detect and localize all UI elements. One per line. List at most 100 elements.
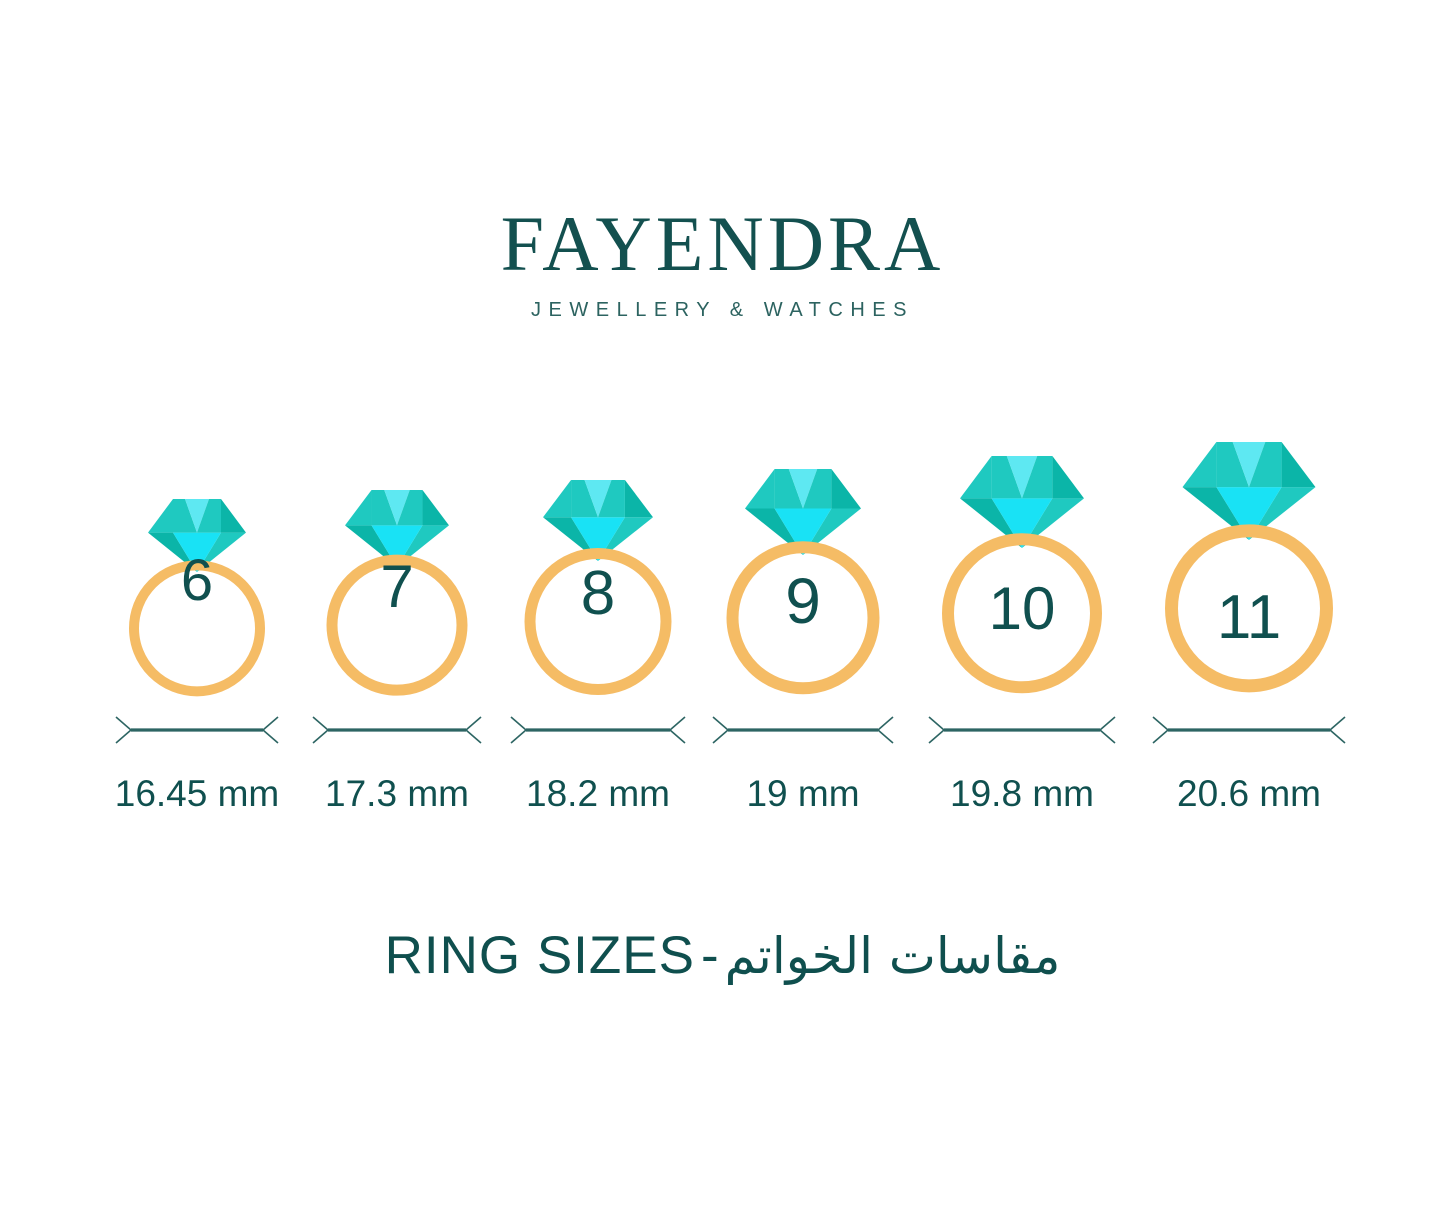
gem-table-right-facet <box>397 490 410 526</box>
gem-crown-inner-right-facet <box>803 469 832 509</box>
ring-size-item[interactable]: 9 19 mm <box>703 440 903 820</box>
gem-crown-inner-left-facet <box>371 490 397 526</box>
ring-size-item[interactable]: 10 19.8 mm <box>922 440 1122 820</box>
ring-illustration: 9 <box>703 450 903 710</box>
gem-crown-inner-left-facet <box>774 469 803 509</box>
gem-table-right-facet <box>197 499 210 533</box>
dimension-arrow-left-upper <box>510 716 527 731</box>
ring-size-item[interactable]: 7 17.3 mm <box>297 440 497 820</box>
dimension-line <box>1152 716 1346 744</box>
gem-table-right-facet <box>1022 456 1038 499</box>
dimension-arrow-left-upper <box>312 716 329 731</box>
gem-crown-left-wing-facet <box>745 469 775 509</box>
gem-crown-left-wing-facet <box>148 499 173 533</box>
gem-crown-inner-left-facet <box>1216 442 1249 488</box>
dimension-arrow-right-lower <box>1099 729 1116 744</box>
gem-table-left-facet <box>1232 442 1249 488</box>
ring-diameter-label: 17.3 mm <box>325 773 469 814</box>
dimension-arrow-left-lower <box>115 729 132 744</box>
gem-crown-right-wing-facet <box>221 499 246 533</box>
gem-pavilion-center-facet <box>371 525 423 567</box>
dimension-line <box>510 716 686 744</box>
ring-band <box>1165 524 1333 693</box>
title-separator: - <box>701 926 719 985</box>
dimension-arrow-right-upper <box>262 716 279 731</box>
dimension-arrow-left-upper <box>1152 716 1169 731</box>
ring-size-number: 11 <box>1216 583 1282 653</box>
gem-crown-right-wing-facet <box>422 490 449 526</box>
gem-crown-right-wing-facet <box>831 469 861 509</box>
gem-table-left-facet <box>184 499 197 533</box>
ring-diameter-label: 18.2 mm <box>526 773 670 814</box>
ring-size-row: 6 16.45 mm 7 17.3 mm 8 18.2 mm 9 19 mm 10 19.8 mm… <box>0 440 1445 820</box>
dimension-arrow-left-upper <box>712 716 729 731</box>
dimension-arrow-left-lower <box>1152 729 1169 744</box>
ring-band <box>524 548 672 696</box>
dimension-arrow-left-lower <box>928 729 945 744</box>
dimension-arrow-left-lower <box>712 729 729 744</box>
ring-size-number: 10 <box>988 575 1056 643</box>
gem-table-left-facet <box>384 490 397 526</box>
gem-crown-inner-right-facet <box>1022 456 1053 499</box>
gem-table-right-facet <box>803 469 818 509</box>
gem-pavilion-right-facet <box>1249 487 1316 540</box>
gem-pavilion-left-facet <box>1182 487 1249 540</box>
gem-crown-inner-right-facet <box>1249 442 1282 488</box>
dimension-arrow-right-lower <box>877 729 894 744</box>
dimension-arrow-left-lower <box>312 729 329 744</box>
gem-crown-right-wing-facet <box>1281 442 1316 488</box>
ring-illustration: 8 <box>498 450 698 710</box>
ring-band <box>326 554 468 696</box>
ring-size-item[interactable]: 6 16.45 mm <box>97 440 297 820</box>
gem-pavilion-center-facet <box>1216 487 1282 540</box>
dimension-line <box>928 716 1116 744</box>
chart-title: RING SIZES - مقاسات الخواتم <box>0 925 1445 986</box>
ring-size-number: 9 <box>785 564 821 637</box>
dimension-arrow-right-lower <box>669 729 686 744</box>
gem-crown-right-wing-facet <box>1052 456 1084 499</box>
gem-table-left-facet <box>1006 456 1022 499</box>
dimension-arrow-left-upper <box>115 716 132 731</box>
gem-pavilion-center-facet <box>571 517 625 561</box>
ring-band <box>726 541 880 695</box>
dimension-arrow-right-lower <box>1329 729 1346 744</box>
gem-crown-left-wing-facet <box>960 456 992 499</box>
gem-crown-left-wing-facet <box>345 490 372 526</box>
ring-diameter-label: 19 mm <box>746 773 860 814</box>
dimension-arrow-right-upper <box>877 716 894 731</box>
gem-pavilion-center-facet <box>991 498 1053 548</box>
brand-logo: FAYENDRA JEWELLERY & WATCHES <box>0 205 1445 322</box>
dimension-arrow-right-upper <box>1099 716 1116 731</box>
ring-illustration: 7 <box>297 450 497 710</box>
ring-size-item[interactable]: 11 20.6 mm <box>1149 440 1349 820</box>
title-english: RING SIZES <box>384 926 695 985</box>
title-arabic: مقاسات الخواتم <box>724 927 1061 985</box>
ring-band <box>942 533 1102 694</box>
brand-tagline: JEWELLERY & WATCHES <box>531 299 914 321</box>
gem-pavilion-center-facet <box>172 532 222 572</box>
dimension-arrow-left-upper <box>928 716 945 731</box>
ring-size-number: 7 <box>380 553 414 621</box>
ring-diameter-label: 19.8 mm <box>950 773 1094 814</box>
ring-illustration: 6 <box>97 450 297 710</box>
ring-illustration: 11 <box>1149 442 1349 710</box>
ring-size-item[interactable]: 8 18.2 mm <box>498 440 698 820</box>
ring-diameter-label: 20.6 mm <box>1177 773 1321 814</box>
ring-diameter-label: 16.45 mm <box>114 773 280 814</box>
ring-band <box>129 560 265 697</box>
dimension-arrow-right-upper <box>465 716 482 731</box>
dimension-arrow-right-lower <box>262 729 279 744</box>
gem-table-right-facet <box>1249 442 1266 488</box>
gem-crown-inner-right-facet <box>598 480 625 518</box>
gem-crown-left-wing-facet <box>543 480 572 518</box>
gem-table-left-facet <box>788 469 803 509</box>
ring-size-number: 6 <box>180 548 214 614</box>
ring-size-number: 8 <box>580 558 616 628</box>
gem-crown-inner-right-facet <box>197 499 222 533</box>
dimension-arrow-right-lower <box>465 729 482 744</box>
gem-crown-left-wing-facet <box>1182 442 1217 488</box>
gem-crown-inner-left-facet <box>991 456 1022 499</box>
dimension-line <box>712 716 894 744</box>
dimension-arrow-right-upper <box>669 716 686 731</box>
dimension-arrow-left-lower <box>510 729 527 744</box>
